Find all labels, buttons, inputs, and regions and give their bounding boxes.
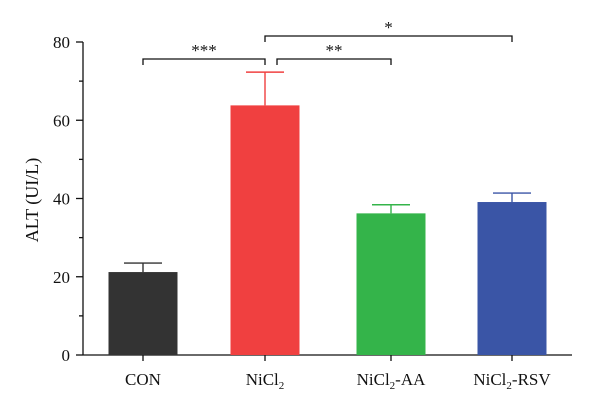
bar xyxy=(477,202,547,355)
y-tick-label: 80 xyxy=(53,33,70,52)
bar xyxy=(230,105,300,355)
significance-bracket xyxy=(264,35,513,42)
bar xyxy=(356,213,426,355)
significance-label: ** xyxy=(326,41,343,60)
y-tick-label: 40 xyxy=(53,190,70,209)
x-tick-label: NiCl2-RSV xyxy=(473,370,551,392)
y-tick-label: 60 xyxy=(53,111,70,130)
x-tick-label: NiCl2-AA xyxy=(357,370,427,392)
y-tick-label: 20 xyxy=(53,268,70,287)
significance-bracket xyxy=(276,58,392,65)
x-tick-label: NiCl2 xyxy=(246,370,285,392)
significance-label: * xyxy=(384,18,393,37)
y-tick-label: 0 xyxy=(62,346,71,365)
significance-label: *** xyxy=(191,41,217,60)
y-axis-title: ALT (UI/L) xyxy=(22,158,43,243)
x-tick-label: CON xyxy=(125,370,161,389)
bar xyxy=(108,272,178,355)
significance-bracket xyxy=(142,58,266,65)
